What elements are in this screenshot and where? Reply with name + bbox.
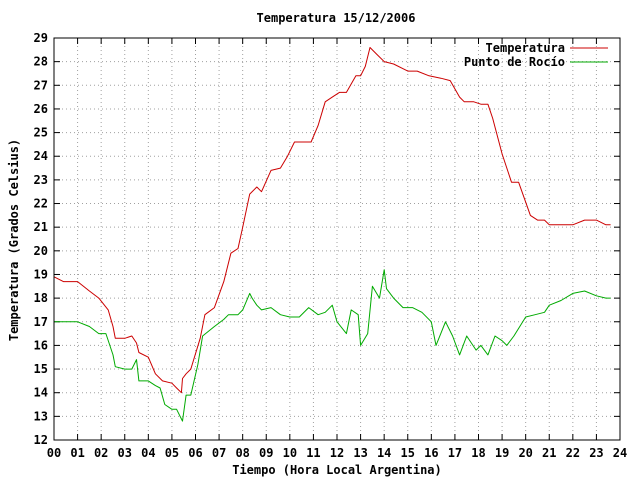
x-tick-label: 22	[566, 446, 580, 460]
x-tick-label: 01	[70, 446, 84, 460]
x-axis-label: Tiempo (Hora Local Argentina)	[232, 463, 442, 477]
x-tick-label: 20	[518, 446, 532, 460]
legend: Temperatura Punto de Rocío	[464, 41, 608, 69]
x-tick-label: 03	[118, 446, 132, 460]
series-line-punto-de-rocio	[54, 269, 611, 422]
x-tick-label: 11	[306, 446, 320, 460]
y-tick-label: 18	[34, 291, 48, 305]
y-axis-label: Temperatura (Grados Celsius)	[7, 139, 21, 341]
y-tick-label: 13	[34, 409, 48, 423]
x-tick-label: 15	[401, 446, 415, 460]
y-tick-label: 25	[34, 126, 48, 140]
x-tick-label: 13	[353, 446, 367, 460]
y-tick-label: 26	[34, 102, 48, 116]
y-tick-label: 24	[34, 149, 48, 163]
x-tick-label: 16	[424, 446, 438, 460]
y-axis-ticks: 12 13 14 15 16 17 18 19 20 21 22 23 24 25 26 27 28 29	[34, 31, 620, 447]
y-tick-label: 19	[34, 267, 48, 281]
y-tick-label: 16	[34, 338, 48, 352]
x-tick-label: 12	[330, 446, 344, 460]
y-tick-label: 15	[34, 362, 48, 376]
y-tick-label: 14	[34, 386, 48, 400]
x-tick-label: 09	[259, 446, 273, 460]
x-tick-label: 06	[188, 446, 202, 460]
x-tick-label: 19	[495, 446, 509, 460]
y-tick-label: 28	[34, 55, 48, 69]
y-tick-label: 17	[34, 315, 48, 329]
x-tick-label: 18	[471, 446, 485, 460]
x-tick-label: 07	[212, 446, 226, 460]
legend-label-punto-de-rocio: Punto de Rocío	[464, 55, 565, 69]
x-tick-label: 10	[283, 446, 297, 460]
x-tick-label: 17	[448, 446, 462, 460]
y-tick-label: 27	[34, 78, 48, 92]
x-tick-label: 04	[141, 446, 155, 460]
x-tick-label: 08	[235, 446, 249, 460]
series-line-temperatura	[53, 47, 611, 394]
y-tick-label: 29	[34, 31, 48, 45]
y-tick-label: 12	[34, 433, 48, 447]
x-tick-label: 23	[589, 446, 603, 460]
series-lines	[53, 47, 611, 422]
y-tick-label: 22	[34, 197, 48, 211]
x-tick-label: 02	[94, 446, 108, 460]
x-tick-label: 00	[47, 446, 61, 460]
chart-title: Temperatura 15/12/2006	[257, 11, 416, 25]
x-tick-label: 14	[377, 446, 391, 460]
y-tick-label: 23	[34, 173, 48, 187]
x-tick-label: 05	[165, 446, 179, 460]
x-axis-ticks: 00 01 02 03 04 05 06 07 08 09 10 11 12 13 14 15 16 17 18 19…	[47, 38, 627, 460]
legend-label-temperatura: Temperatura	[486, 41, 565, 55]
y-tick-label: 21	[34, 220, 48, 234]
x-tick-label: 24	[613, 446, 627, 460]
grid	[54, 38, 620, 440]
plot-frame	[53, 37, 621, 441]
x-tick-label: 21	[542, 446, 556, 460]
y-tick-label: 20	[34, 244, 48, 258]
